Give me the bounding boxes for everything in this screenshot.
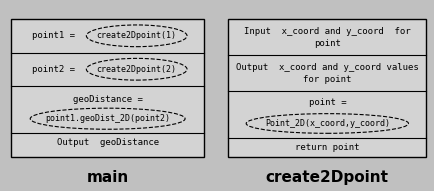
Text: point2 =: point2 = [32,65,75,74]
Text: return point: return point [294,142,359,152]
Text: Point_2D(x_coord,y_coord): Point_2D(x_coord,y_coord) [264,119,389,128]
Ellipse shape [30,108,185,129]
Text: point1 =: point1 = [32,31,75,40]
Text: create2Dpoint(2): create2Dpoint(2) [96,65,176,74]
Text: point =: point = [308,98,345,107]
Ellipse shape [86,25,187,47]
Text: point: point [313,39,340,48]
Text: create2Dpoint(1): create2Dpoint(1) [96,31,176,40]
Text: Output  x_coord and y_coord values: Output x_coord and y_coord values [235,62,418,72]
Ellipse shape [86,58,187,80]
Text: point1.geoDist_2D(point2): point1.geoDist_2D(point2) [45,114,170,123]
Text: Output  geoDistance: Output geoDistance [56,138,158,147]
Text: create2Dpoint: create2Dpoint [265,170,388,185]
Text: Input  x_coord and y_coord  for: Input x_coord and y_coord for [243,27,410,36]
Text: geoDistance =: geoDistance = [72,95,142,104]
Ellipse shape [246,114,408,133]
Text: main: main [86,170,128,185]
Text: for point: for point [302,75,351,84]
Bar [11,19,204,157]
Bar [228,19,425,157]
